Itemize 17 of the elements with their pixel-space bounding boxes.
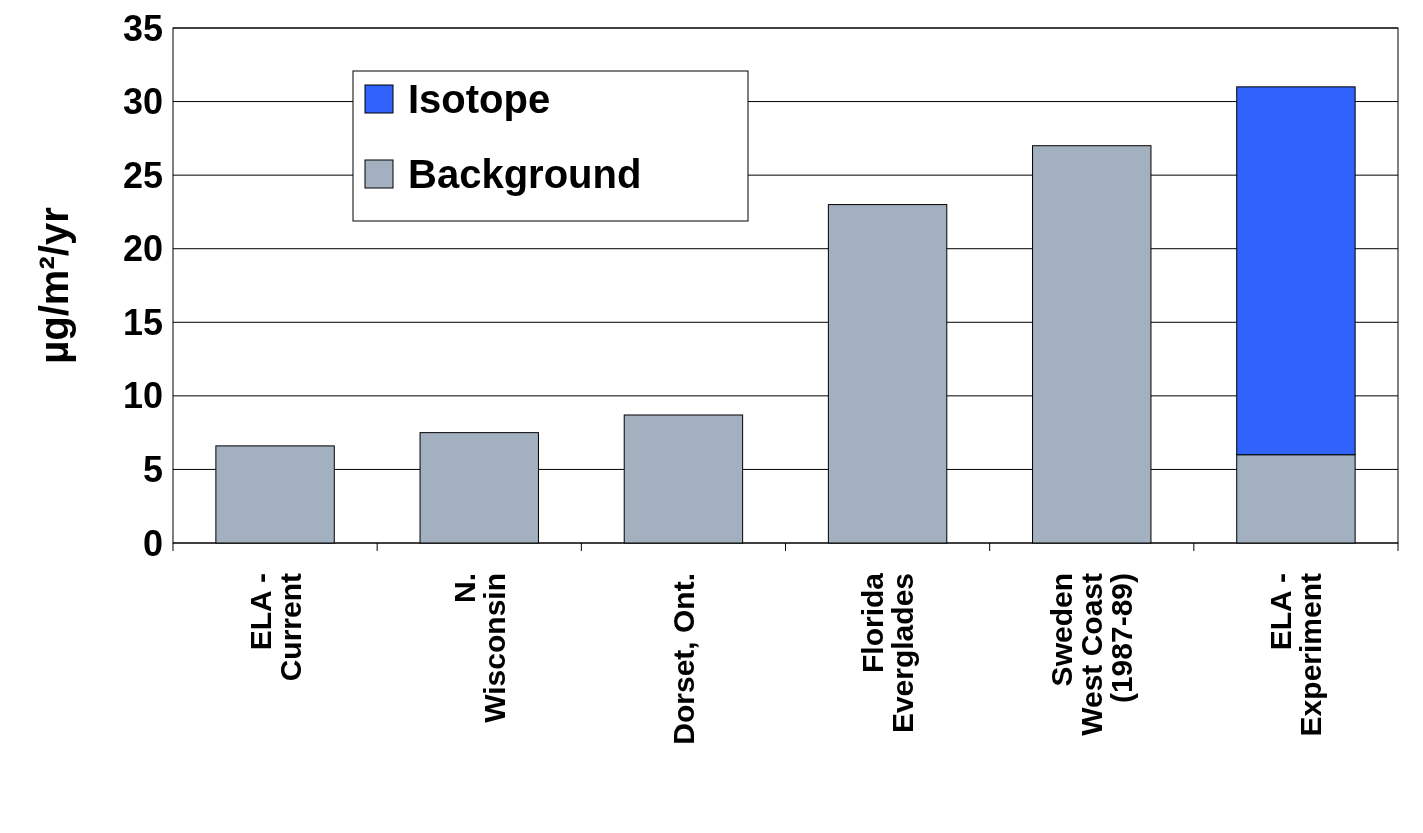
x-tick-label: Dorset, Ont.	[666, 573, 700, 745]
y-tick-label: 10	[122, 375, 163, 417]
legend-label: Isotope	[408, 77, 551, 121]
y-tick-label: 35	[122, 7, 163, 49]
y-tick-label: 25	[122, 154, 163, 196]
y-tick-label: 0	[142, 522, 163, 564]
y-tick-label: 5	[142, 449, 163, 491]
y-axis-title: µg/m²/yr	[32, 207, 76, 364]
y-tick-label: 15	[122, 301, 163, 343]
y-tick-label: 20	[122, 228, 163, 270]
x-tick-label: ELA - Experiment	[1264, 572, 1328, 737]
legend-label: Background	[408, 152, 642, 196]
x-tick-label: Florida Everglades	[856, 572, 920, 734]
x-tick-label: N. Wisconsin	[447, 573, 511, 723]
x-tick-label: ELA - Current	[243, 572, 307, 682]
x-tick-label: Sweden West Coast (1987-89)	[1045, 573, 1139, 736]
y-tick-label: 30	[122, 81, 163, 123]
